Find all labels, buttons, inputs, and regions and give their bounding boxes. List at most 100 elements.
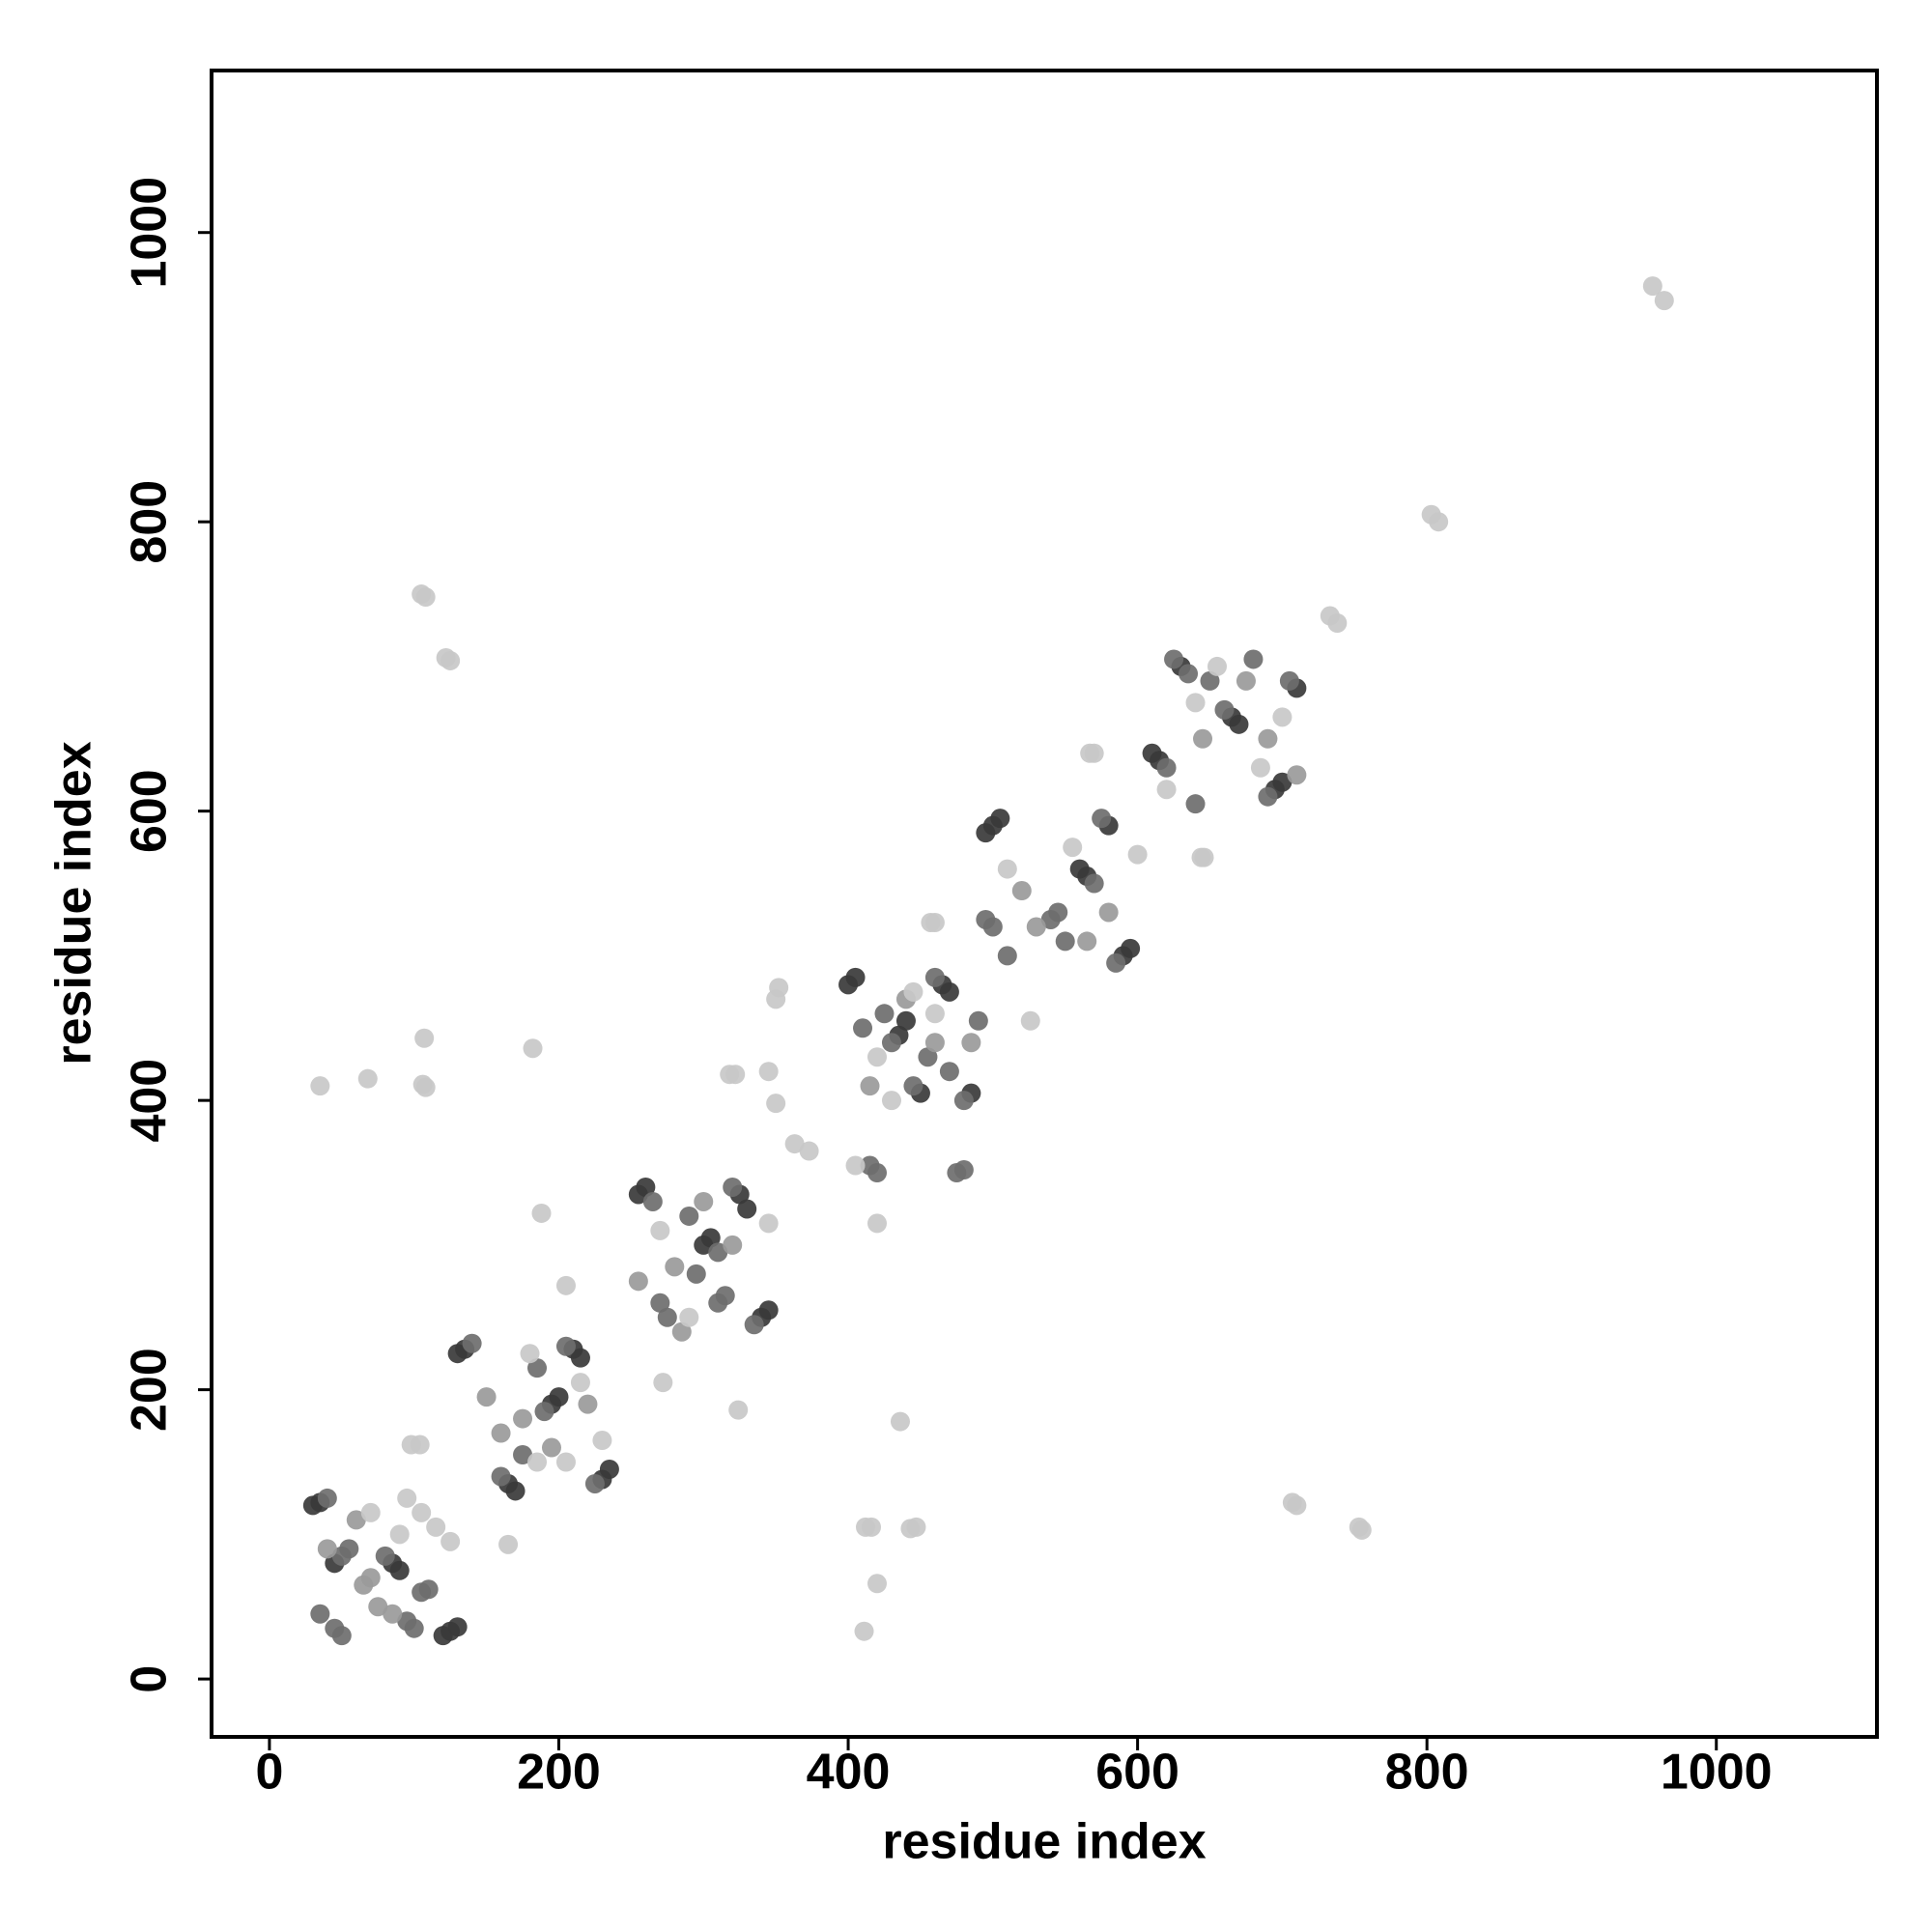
point — [1156, 757, 1177, 778]
point — [653, 1373, 673, 1393]
point — [375, 1546, 395, 1566]
point — [599, 1459, 619, 1479]
point — [1092, 809, 1112, 829]
point — [799, 1141, 819, 1161]
point — [527, 1452, 548, 1472]
plot-frame — [210, 69, 1879, 1739]
point — [310, 1604, 330, 1624]
point — [679, 1307, 699, 1327]
point — [1279, 670, 1299, 691]
point — [1272, 707, 1293, 727]
point — [401, 1435, 421, 1455]
point — [440, 650, 461, 670]
point — [895, 1010, 916, 1031]
point — [1287, 765, 1307, 785]
y-tick-label: 400 — [122, 1059, 178, 1143]
point — [890, 1411, 910, 1432]
point — [339, 1539, 359, 1559]
point — [953, 1160, 974, 1180]
point — [1654, 291, 1674, 311]
point — [737, 1199, 757, 1219]
point — [650, 1220, 670, 1240]
x-tick-label: 800 — [1385, 1745, 1469, 1801]
point — [725, 1065, 746, 1085]
point — [1642, 276, 1662, 297]
point — [1063, 838, 1083, 858]
point — [513, 1408, 533, 1429]
point — [360, 1502, 381, 1522]
point — [527, 1358, 548, 1378]
y-tick-label: 600 — [122, 769, 178, 853]
point — [426, 1517, 446, 1537]
point — [523, 1038, 543, 1059]
point — [636, 1177, 656, 1197]
point — [728, 1400, 749, 1420]
point — [389, 1524, 410, 1545]
point — [1207, 656, 1227, 676]
point — [758, 1213, 779, 1234]
point — [317, 1488, 337, 1508]
point — [1243, 649, 1264, 669]
points — [302, 276, 1674, 1646]
point — [505, 1481, 526, 1501]
point — [1327, 613, 1348, 634]
point — [534, 1402, 554, 1422]
point — [918, 1047, 938, 1067]
point — [404, 1618, 424, 1638]
y-tick-label: 200 — [122, 1348, 178, 1432]
point — [650, 1293, 670, 1313]
point — [1156, 780, 1177, 800]
point — [1185, 794, 1206, 814]
point — [520, 1344, 540, 1364]
point — [1011, 881, 1032, 901]
point — [924, 1004, 945, 1024]
point — [845, 1155, 866, 1176]
point — [968, 1010, 988, 1031]
point — [415, 1077, 436, 1097]
point — [845, 967, 866, 987]
point — [642, 1191, 663, 1211]
point — [769, 978, 789, 998]
point — [1193, 728, 1213, 749]
point — [1020, 1010, 1040, 1031]
point — [694, 1191, 714, 1211]
point — [584, 1473, 605, 1493]
point — [874, 1004, 895, 1024]
point — [549, 1387, 569, 1407]
point — [412, 1502, 432, 1522]
point — [360, 1568, 381, 1588]
x-tick-label: 200 — [517, 1745, 601, 1801]
point — [440, 1531, 461, 1551]
point — [924, 967, 945, 987]
point — [628, 1271, 648, 1292]
point — [766, 1094, 786, 1114]
point — [1214, 699, 1235, 720]
y-tick-label: 0 — [122, 1665, 178, 1693]
x-tick-label: 0 — [255, 1745, 283, 1801]
point — [671, 1321, 692, 1342]
point — [1258, 728, 1278, 749]
point — [1164, 649, 1184, 669]
point — [1084, 743, 1104, 763]
point — [383, 1604, 403, 1624]
point — [462, 1333, 482, 1353]
point — [1048, 902, 1068, 923]
point — [447, 1617, 468, 1637]
point — [1185, 693, 1206, 713]
point — [867, 1163, 888, 1183]
point — [708, 1242, 728, 1263]
point — [1250, 757, 1270, 778]
x-tick-label: 1000 — [1661, 1745, 1773, 1801]
point — [498, 1534, 519, 1554]
point — [570, 1348, 590, 1368]
point — [357, 1068, 378, 1089]
y-tick-label: 1000 — [122, 177, 178, 289]
x-tick-label: 600 — [1095, 1745, 1179, 1801]
point — [903, 981, 923, 1002]
point — [1127, 844, 1148, 865]
point — [1106, 952, 1126, 973]
point — [418, 1579, 439, 1600]
point — [939, 981, 959, 1002]
